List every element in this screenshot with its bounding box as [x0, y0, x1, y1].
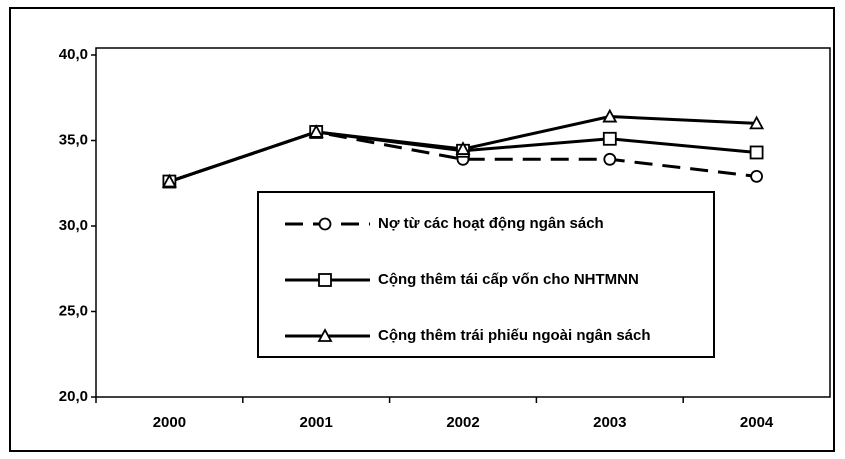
marker — [602, 131, 617, 146]
x-tick-label: 2004 — [740, 414, 774, 431]
marker — [750, 170, 763, 183]
legend-box — [257, 191, 715, 358]
x-tick-label: 2001 — [300, 414, 333, 431]
x-tick-label: 2003 — [593, 414, 626, 431]
y-tick-label: 30,0 — [59, 217, 88, 234]
marker — [318, 217, 332, 231]
plot-frame — [95, 47, 831, 398]
x-tick-label: 2000 — [153, 414, 186, 431]
marker — [308, 124, 324, 138]
marker — [317, 328, 333, 342]
legend-label: Nợ từ các hoạt động ngân sách — [378, 215, 604, 232]
marker — [455, 141, 471, 155]
marker — [749, 145, 764, 160]
outer-frame — [9, 7, 835, 452]
y-tick-label: 25,0 — [59, 302, 88, 319]
y-tick-label: 35,0 — [59, 131, 88, 148]
legend-label: Cộng thêm tái cấp vốn cho NHTMNN — [378, 271, 639, 288]
marker — [603, 152, 617, 166]
legend-label: Cộng thêm trái phiếu ngoài ngân sách — [378, 327, 651, 344]
x-tick-label: 2002 — [446, 414, 479, 431]
marker — [318, 273, 332, 287]
marker — [749, 115, 765, 130]
y-tick-label: 40,0 — [59, 46, 88, 63]
y-tick-label: 20,0 — [59, 388, 88, 405]
marker — [161, 173, 177, 188]
marker — [602, 108, 618, 123]
